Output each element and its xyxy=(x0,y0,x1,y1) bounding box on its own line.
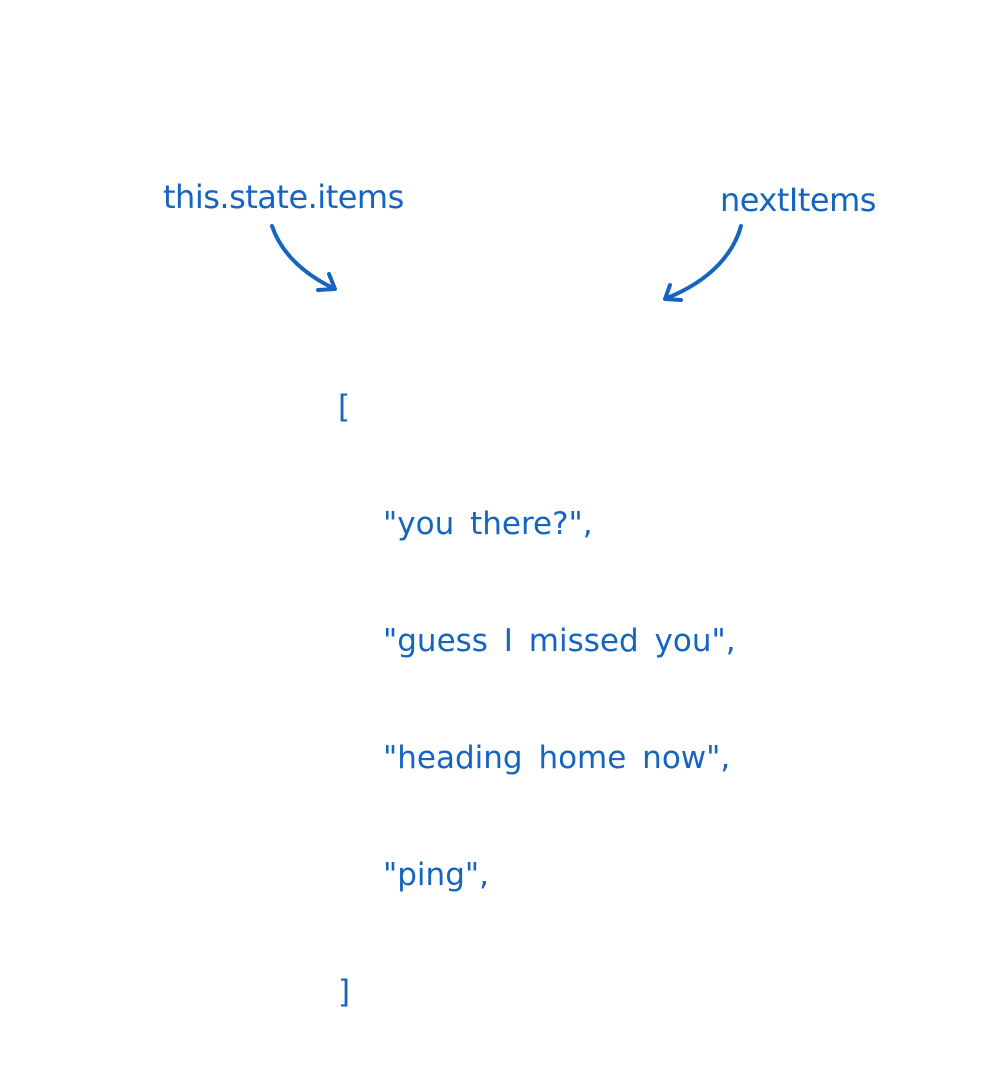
label-this-state-items: this.state.items xyxy=(163,178,404,216)
arrow-right-shaft xyxy=(665,224,743,300)
diagram-canvas: this.state.items nextItems [ "you there?… xyxy=(163,178,876,1010)
close-bracket: ] xyxy=(338,974,351,1010)
array-literal: [ "you there?", "guess I missed you", "h… xyxy=(338,310,736,1090)
arrow-left-shaft xyxy=(270,224,335,290)
arrow-right-head xyxy=(663,283,683,302)
array-item-3: "heading home now", xyxy=(383,740,731,776)
label-next-items: nextItems xyxy=(720,181,876,219)
array-item-1: "you there?", xyxy=(383,506,593,542)
arrow-left-head xyxy=(316,272,337,292)
array-item-4: "ping", xyxy=(383,857,489,893)
arrows-layer xyxy=(270,224,743,302)
array-item-2: "guess I missed you", xyxy=(383,623,736,659)
open-bracket: [ xyxy=(338,389,351,425)
